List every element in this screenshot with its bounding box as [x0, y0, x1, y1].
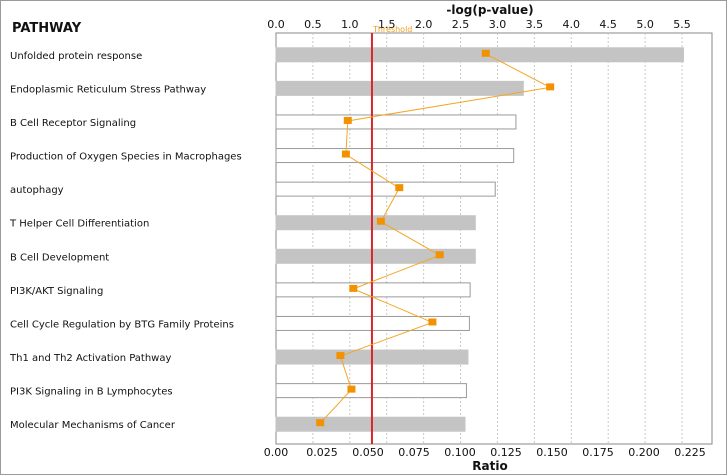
pathway-label: Endoplasmic Reticulum Stress Pathway — [10, 84, 206, 95]
top-tick-label: 4.5 — [599, 18, 617, 31]
top-tick-label: 5.0 — [636, 18, 654, 31]
pathway-label: Th1 and Th2 Activation Pathway — [9, 353, 171, 364]
bar — [275, 416, 466, 432]
pathway-labels: Unfolded protein response Endoplasmic Ret… — [9, 51, 242, 431]
ratio-series — [316, 49, 555, 427]
top-tick-label: 0.5 — [304, 18, 322, 31]
bottom-axis-title: Ratio — [472, 459, 507, 473]
pathway-label: Production of Oxygen Species in Macropha… — [10, 152, 242, 163]
pathway-label: PI3K/AKT Signaling — [10, 286, 103, 297]
bottom-tick-label: 0.075 — [398, 446, 430, 459]
bottom-tick-label: 0.150 — [536, 446, 568, 459]
bottom-axis-ticks: 0.00 0.025 0.050 0.075 0.100 0.125 0.150 0.175 0… — [264, 446, 706, 459]
ratio-point — [428, 318, 437, 326]
ratio-point — [343, 116, 352, 124]
pathway-label: Cell Cycle Regulation by BTG Family Prot… — [10, 319, 234, 330]
pathway-label: autophagy — [10, 185, 64, 196]
bar — [275, 282, 471, 298]
pathway-header: PATHWAY — [12, 21, 82, 36]
pathway-label: B Cell Development — [10, 252, 109, 263]
top-tick-label: 3.5 — [526, 18, 544, 31]
bottom-tick-label: 0.050 — [352, 446, 384, 459]
bottom-tick-label: 0.175 — [582, 446, 614, 459]
ratio-point — [481, 49, 490, 57]
bottom-tick-label: 0.025 — [306, 446, 338, 459]
pathway-label: Unfolded protein response — [10, 51, 142, 62]
ratio-point — [316, 419, 325, 427]
bar — [275, 248, 476, 264]
bar — [275, 181, 496, 197]
grid-lines — [275, 32, 713, 445]
threshold-label: Threshold — [372, 25, 412, 34]
ratio-line — [319, 53, 552, 424]
bar — [275, 148, 515, 164]
top-axis-title: -log(p-value) — [446, 3, 533, 17]
plot-border — [275, 32, 713, 445]
ratio-point — [349, 284, 358, 292]
pathway-label: Molecular Mechanisms of Cancer — [10, 420, 176, 431]
top-tick-label: 2.0 — [415, 18, 433, 31]
pathway-label: PI3K Signaling in B Lymphocytes — [10, 387, 173, 398]
threshold-group: Threshold — [370, 25, 412, 444]
top-tick-label: 1.5 — [378, 18, 396, 31]
ratio-point — [435, 251, 444, 259]
bottom-tick-label: 0.200 — [628, 446, 660, 459]
top-axis-ticks: 0.0 0.5 1.0 1.5 2.0 2.5 3.0 3.5 4.0 4.5 5.0 5.5 — [267, 18, 691, 31]
bar — [275, 80, 524, 96]
top-tick-label: 0.0 — [267, 18, 285, 31]
ratio-point — [376, 217, 385, 225]
bars-group — [275, 47, 684, 432]
ratio-point — [347, 385, 356, 393]
bottom-tick-label: 0.00 — [264, 446, 289, 459]
ratio-point — [341, 150, 350, 158]
ratio-point — [395, 184, 404, 192]
bar — [275, 114, 517, 130]
top-tick-label: 2.5 — [452, 18, 470, 31]
pathway-label: B Cell Receptor Signaling — [10, 118, 136, 129]
bottom-tick-label: 0.100 — [444, 446, 476, 459]
top-tick-label: 3.0 — [489, 18, 507, 31]
bar — [275, 215, 476, 231]
top-tick-label: 4.0 — [563, 18, 581, 31]
ratio-point — [546, 83, 555, 91]
pathway-label: T Helper Cell Differentiation — [9, 219, 149, 230]
bottom-tick-label: 0.225 — [674, 446, 706, 459]
bottom-tick-label: 0.125 — [490, 446, 522, 459]
ratio-point — [336, 352, 345, 360]
top-tick-label: 5.5 — [673, 18, 691, 31]
bar — [275, 47, 684, 63]
top-tick-label: 1.0 — [341, 18, 359, 31]
